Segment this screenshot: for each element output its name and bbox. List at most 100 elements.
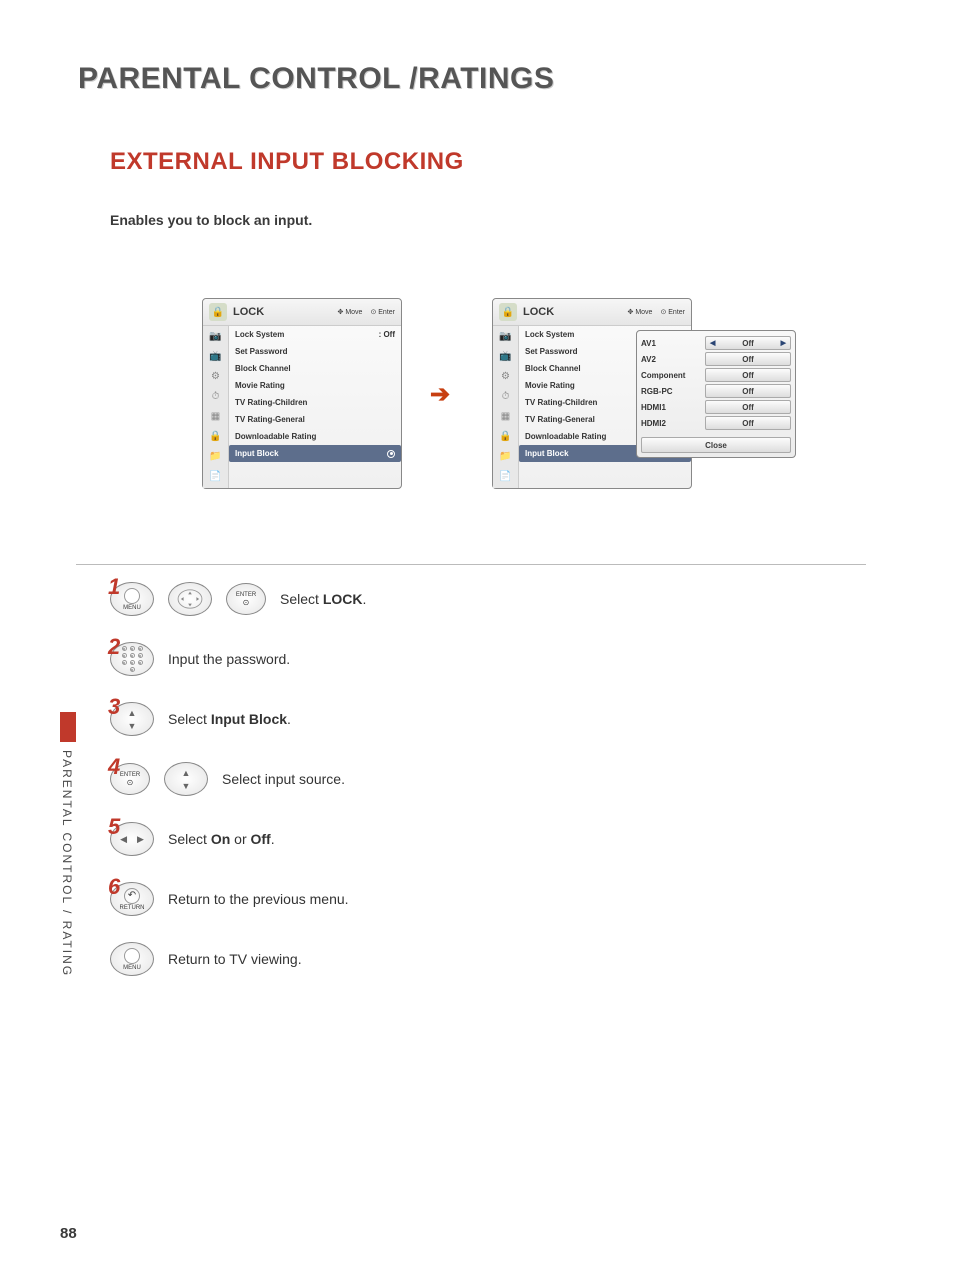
osd-item-movie-rating[interactable]: Movie Rating (229, 377, 401, 394)
submenu-value-button[interactable]: Off (705, 416, 791, 430)
side-tab-marker (60, 712, 76, 742)
step-number: 6 (108, 874, 120, 900)
step-5: 5 ◀▶ Select On or Off. (110, 822, 810, 856)
category-icon: 📁 (493, 446, 518, 466)
osd-item-lock-system[interactable]: Lock System: Off (229, 326, 401, 343)
osd-item-set-password[interactable]: Set Password (229, 343, 401, 360)
submenu-row-av2[interactable]: AV2 Off (641, 351, 791, 367)
submenu-value-button[interactable]: Off (705, 352, 791, 366)
submenu-label: HDMI1 (641, 403, 701, 412)
step-text: Select Input Block. (168, 711, 291, 727)
osd-menu-list: Lock System: Off Set Password Block Chan… (229, 326, 401, 488)
hint-enter: Enter (378, 309, 395, 316)
osd-title: LOCK (233, 306, 293, 318)
dpad-updown-icon: ▲▼ (164, 762, 208, 796)
step-2: 2 Input the password. (110, 642, 810, 676)
category-icon: 📷 (493, 326, 518, 346)
category-icon: ▦ (493, 406, 518, 426)
osd-panel-before: 🔒 LOCK ✥ Move ⊙ Enter 📷 📺 ⚙ ⏱ ▦ 🔒 📁 📄 Lo… (202, 298, 402, 489)
step-1: 1 MENU ENTER ⊙ Select LOCK. (110, 582, 810, 616)
submenu-label: AV2 (641, 355, 701, 364)
step-text: Return to the previous menu. (168, 891, 349, 907)
osd-header: 🔒 LOCK ✥ Move ⊙ Enter (203, 299, 401, 326)
submenu-value: Off (742, 387, 754, 396)
submenu-row-rgbpc[interactable]: RGB-PC Off (641, 383, 791, 399)
submenu-value-button[interactable]: Off (705, 384, 791, 398)
submenu-label: HDMI2 (641, 419, 701, 428)
submenu-value: Off (742, 355, 754, 364)
submenu-value: Off (742, 371, 754, 380)
osd-category-icons: 📷 📺 ⚙ ⏱ ▦ 🔒 📁 📄 (493, 326, 519, 488)
step-text: Return to TV viewing. (168, 951, 302, 967)
osd-hints: ✥ Move ⊙ Enter (583, 308, 685, 316)
submenu-label: AV1 (641, 339, 701, 348)
step-7: MENU Return to TV viewing. (110, 942, 810, 976)
arrow-right-icon: ➔ (430, 380, 450, 409)
category-icon: ▦ (203, 406, 228, 426)
page-title: PARENTAL CONTROL /RATINGS (78, 62, 554, 96)
submenu-row-component[interactable]: Component Off (641, 367, 791, 383)
submenu-value-button[interactable]: Off (705, 368, 791, 382)
step-number: 4 (108, 754, 120, 780)
hint-move: Move (345, 309, 362, 316)
step-6: 6 ↶ RETURN Return to the previous menu. (110, 882, 810, 916)
category-icon: 🔒 (493, 426, 518, 446)
submenu-value-button[interactable]: ◀ Off ▶ (705, 336, 791, 350)
submenu-label: RGB-PC (641, 387, 701, 396)
category-icon: ⏱ (203, 386, 228, 406)
category-icon: ⚙ (203, 366, 228, 386)
osd-title: LOCK (523, 306, 583, 318)
step-text: Select On or Off. (168, 831, 275, 847)
dpad-full-icon (168, 582, 212, 616)
category-icon: ⚙ (493, 366, 518, 386)
submenu-value: Off (742, 339, 754, 348)
step-3: 3 ▲▼ Select Input Block. (110, 702, 810, 736)
step-4: 4 ENTER ⊙ ▲▼ Select input source. (110, 762, 810, 796)
page-number: 88 (60, 1225, 77, 1242)
hint-enter: Enter (668, 309, 685, 316)
osd-hints: ✥ Move ⊙ Enter (293, 308, 395, 316)
submenu-row-av1[interactable]: AV1 ◀ Off ▶ (641, 335, 791, 351)
submenu-row-hdmi1[interactable]: HDMI1 Off (641, 399, 791, 415)
category-icon: 📷 (203, 326, 228, 346)
description-text: Enables you to block an input. (110, 212, 312, 228)
osd-header: 🔒 LOCK ✥ Move ⊙ Enter (493, 299, 691, 326)
horizontal-divider (76, 564, 866, 565)
category-icon: 📺 (203, 346, 228, 366)
step-number: 2 (108, 634, 120, 660)
step-text: Select input source. (222, 771, 345, 787)
step-number: 3 (108, 694, 120, 720)
lock-header-icon: 🔒 (209, 303, 227, 321)
step-text: Input the password. (168, 651, 290, 667)
osd-item-tv-rating-general[interactable]: TV Rating-General (229, 411, 401, 428)
category-icon: 📺 (493, 346, 518, 366)
hint-move: Move (635, 309, 652, 316)
category-icon: 🔒 (203, 426, 228, 446)
submenu-row-hdmi2[interactable]: HDMI2 Off (641, 415, 791, 431)
input-block-submenu: AV1 ◀ Off ▶ AV2 Off Component Off RGB-PC… (636, 330, 796, 458)
arrow-right-icon[interactable]: ▶ (781, 339, 786, 347)
instruction-steps: 1 MENU ENTER ⊙ Select LOCK. 2 Input the … (110, 582, 810, 1002)
category-icon: ⏱ (493, 386, 518, 406)
step-number: 5 (108, 814, 120, 840)
submenu-value: Off (742, 419, 754, 428)
osd-item-input-block[interactable]: Input Block (229, 445, 401, 462)
arrow-left-icon[interactable]: ◀ (710, 339, 715, 347)
enter-button-icon: ENTER ⊙ (226, 583, 266, 615)
menu-button-icon: MENU (110, 942, 154, 976)
submenu-value: Off (742, 403, 754, 412)
osd-item-tv-rating-children[interactable]: TV Rating-Children (229, 394, 401, 411)
category-icon: 📄 (493, 466, 518, 486)
lock-header-icon: 🔒 (499, 303, 517, 321)
category-icon: 📄 (203, 466, 228, 486)
step-number: 1 (108, 574, 120, 600)
section-title: EXTERNAL INPUT BLOCKING (110, 148, 464, 176)
submenu-close-button[interactable]: Close (641, 437, 791, 453)
step-text: Select LOCK. (280, 591, 366, 607)
osd-item-block-channel[interactable]: Block Channel (229, 360, 401, 377)
side-section-label: PARENTAL CONTROL / RATING (60, 750, 74, 977)
osd-item-downloadable-rating[interactable]: Downloadable Rating (229, 428, 401, 445)
submenu-value-button[interactable]: Off (705, 400, 791, 414)
category-icon: 📁 (203, 446, 228, 466)
osd-category-icons: 📷 📺 ⚙ ⏱ ▦ 🔒 📁 📄 (203, 326, 229, 488)
